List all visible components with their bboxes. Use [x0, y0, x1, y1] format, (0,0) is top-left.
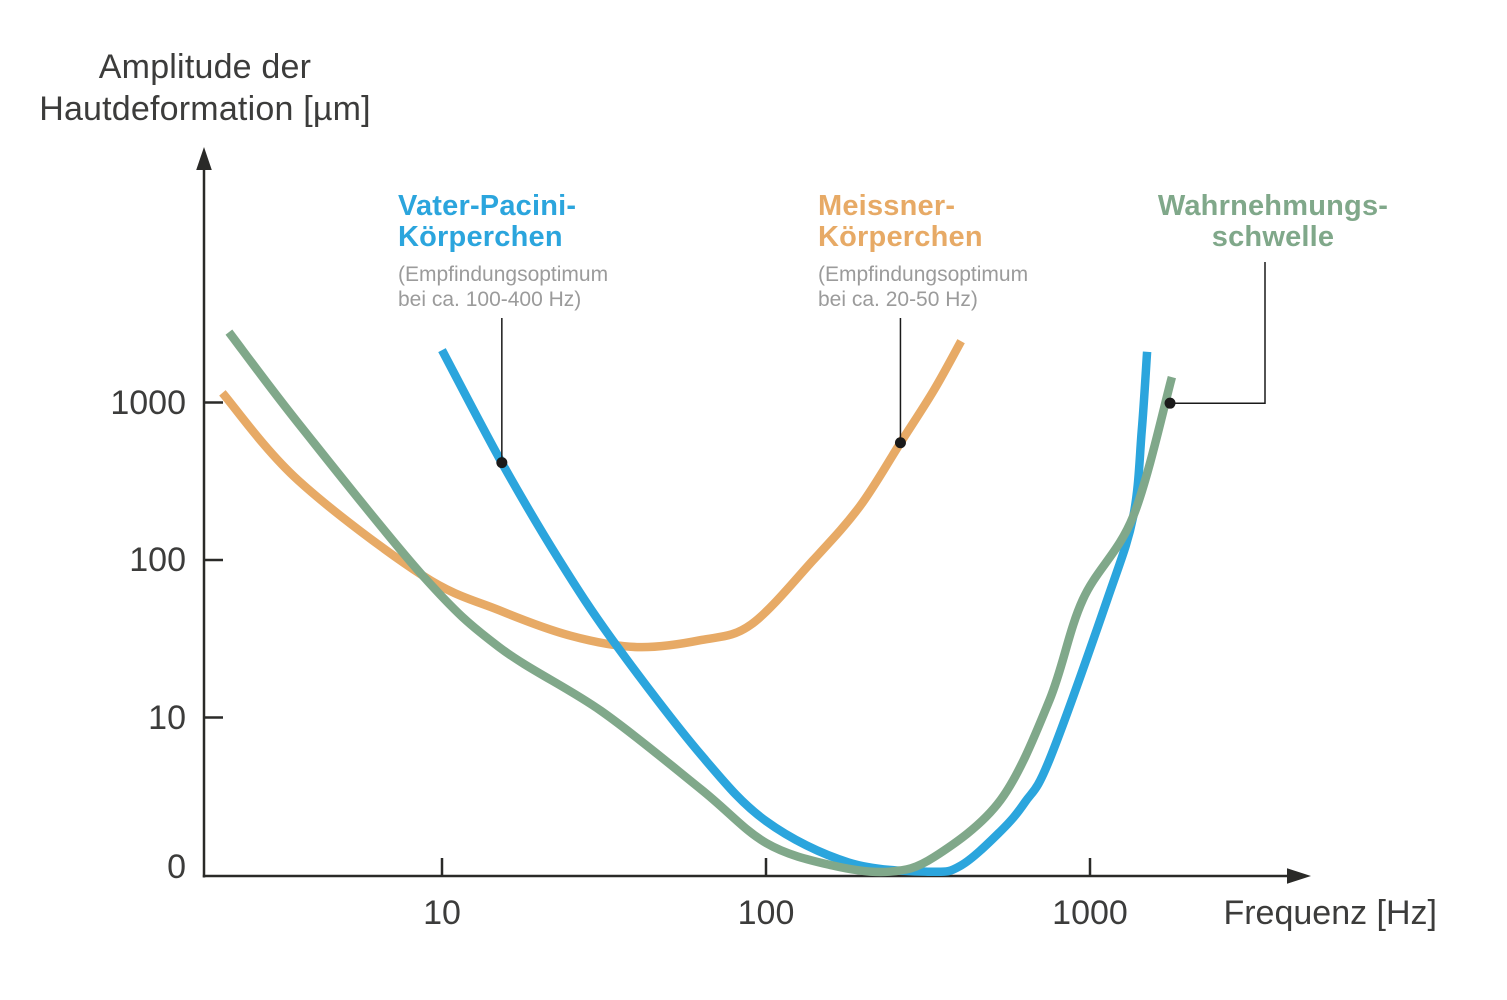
- y-tick-label: 1000: [110, 383, 186, 422]
- x-tick-label: 10: [423, 894, 461, 932]
- curve-schwelle: [225, 329, 1176, 877]
- x-tick-label: 100: [737, 894, 795, 932]
- annotation-dot-vater: [496, 457, 508, 469]
- legend-title-line: Wahrnehmungs-: [1157, 190, 1389, 222]
- legend-wahrnehmungsschwelle: Wahrnehmungs- schwelle: [1112, 191, 1434, 253]
- axes-group: [196, 147, 1311, 884]
- legend-title-line: Meissner-: [818, 190, 956, 222]
- legend-vater-pacini-subtitle: (Empfindungsoptimum bei ca. 100-400 Hz): [398, 262, 728, 312]
- legend-meissner: Meissner- Körperchen (Empfindungsoptimum…: [818, 191, 1148, 312]
- legend-title-line: Körperchen: [398, 221, 563, 253]
- y-axis-title-line-2: Hautdeformation [µm]: [39, 90, 371, 128]
- annotation-dot-meissner: [894, 437, 906, 449]
- legend-title-line: Körperchen: [818, 221, 983, 253]
- legend-vater-pacini-title: Vater-Pacini- Körperchen: [398, 191, 728, 253]
- x-axis-arrow-icon: [1287, 868, 1311, 884]
- x-axis-title: Frequenz [Hz]: [1223, 894, 1437, 932]
- y-axis-arrow-icon: [196, 147, 212, 170]
- y-axis-title-line-1: Amplitude der: [98, 48, 312, 86]
- curve-vater: [438, 348, 1152, 877]
- y-tick-label: 0: [167, 848, 186, 886]
- legend-meissner-title: Meissner- Körperchen: [818, 191, 1148, 253]
- tick-marks-group: [205, 401, 1092, 876]
- legend-meissner-subtitle: (Empfindungsoptimum bei ca. 20-50 Hz): [818, 262, 1148, 312]
- legend-subtitle-line: bei ca. 20-50 Hz): [818, 288, 978, 311]
- legend-subtitle-line: (Empfindungsoptimum: [818, 263, 1029, 286]
- legend-subtitle-line: (Empfindungsoptimum: [398, 263, 609, 286]
- legend-subtitle-line: bei ca. 100-400 Hz): [398, 288, 582, 311]
- curves-group: [219, 329, 1176, 877]
- annotations-group: [496, 262, 1266, 469]
- y-tick-label: 10: [148, 698, 186, 737]
- leader-line-schwelle: [1170, 262, 1266, 404]
- legend-vater-pacini: Vater-Pacini- Körperchen (Empfindungsopt…: [398, 191, 728, 312]
- annotation-dot-schwelle: [1164, 397, 1176, 409]
- y-tick-label: 100: [129, 541, 186, 579]
- y-axis-title: Amplitude der Hautdeformation [µm]: [5, 46, 405, 130]
- legend-title-line: Vater-Pacini-: [398, 190, 577, 222]
- legend-wahrnehmungsschwelle-title: Wahrnehmungs- schwelle: [1112, 191, 1434, 253]
- legend-title-line: schwelle: [1211, 221, 1335, 253]
- x-tick-label: 1000: [1052, 894, 1128, 932]
- curve-meissner: [219, 339, 965, 652]
